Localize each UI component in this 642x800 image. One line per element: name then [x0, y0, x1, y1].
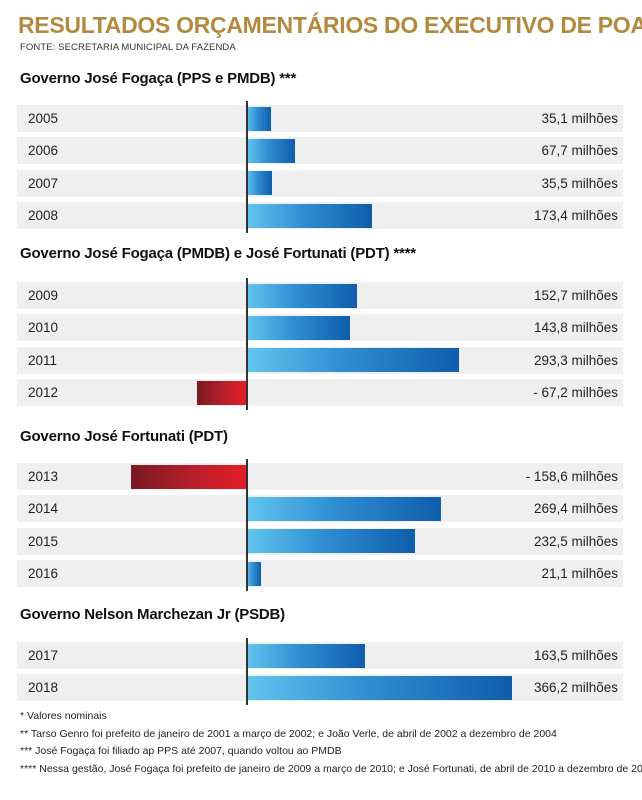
zero-axis-line	[246, 459, 248, 592]
bar-row-background	[17, 379, 623, 407]
value-label: 293,3 milhões	[533, 352, 618, 368]
bar	[246, 171, 272, 196]
year-label: 2005	[28, 111, 59, 126]
group-title: Governo Nelson Marchezan Jr (PSDB)	[20, 606, 285, 623]
footnote-3: *** José Fogaça foi filiado ap PPS até 2…	[20, 745, 342, 757]
bar-row-background	[17, 463, 623, 490]
zero-axis-line	[246, 638, 248, 706]
year-label: 2014	[28, 501, 59, 517]
year-label: 2011	[28, 352, 58, 368]
year-label: 2008	[28, 208, 59, 224]
value-label: 232,5 milhões	[533, 533, 618, 549]
bar	[246, 348, 459, 373]
bar-row-background	[17, 169, 623, 197]
value-label: - 67,2 milhões	[533, 385, 618, 401]
year-label: 2015	[28, 533, 59, 549]
chart-source: FONTE: SECRETARIA MUNICIPAL DA FAZENDA	[20, 42, 236, 53]
footnotes: * Valores nominais ** Tarso Genro foi pr…	[20, 708, 642, 778]
bar	[246, 106, 272, 131]
value-label: 163,5 milhões	[533, 648, 618, 663]
year-label: 2007	[28, 175, 59, 191]
bar	[246, 138, 296, 163]
year-label: 2006	[28, 143, 59, 159]
zero-axis-line	[246, 101, 248, 234]
value-label: - 158,6 milhões	[525, 469, 618, 484]
bar-row-background	[17, 105, 623, 132]
bar	[246, 315, 351, 340]
bar	[246, 643, 365, 668]
group-title: Governo José Fogaça (PPS e PMDB) ***	[20, 70, 297, 87]
year-label: 2010	[28, 320, 59, 336]
value-label: 173,4 milhões	[533, 208, 618, 224]
value-label: 143,8 milhões	[533, 320, 618, 336]
bar-row-background	[17, 560, 623, 588]
value-label: 35,5 milhões	[541, 175, 618, 191]
bar	[130, 464, 246, 489]
bar	[197, 380, 246, 405]
footnote-4: **** Nessa gestão, José Fogaça foi prefe…	[20, 762, 642, 775]
bar	[246, 675, 512, 700]
value-label: 67,7 milhões	[541, 143, 618, 159]
zero-axis-line	[246, 278, 248, 411]
bar-row-background	[17, 137, 623, 165]
value-label: 152,7 milhões	[533, 288, 618, 303]
value-label: 366,2 milhões	[533, 680, 618, 696]
chart-title: RESULTADOS ORÇAMENTÁRIOS DO EXECUTIVO DE…	[18, 12, 642, 38]
year-label: 2012	[28, 385, 59, 401]
bar	[246, 561, 262, 586]
year-label: 2016	[28, 566, 59, 582]
year-label: 2017	[28, 648, 59, 663]
group-title: Governo José Fogaça (PMDB) e José Fortun…	[20, 245, 416, 262]
bar	[246, 496, 442, 521]
bar	[246, 529, 415, 554]
value-label: 269,4 milhões	[533, 501, 618, 517]
footnote-2: ** Tarso Genro foi prefeito de janeiro d…	[20, 727, 557, 740]
value-label: 21,1 milhões	[541, 566, 618, 582]
value-label: 35,1 milhões	[541, 111, 618, 126]
footnote-1: * Valores nominais	[20, 710, 107, 722]
year-label: 2018	[28, 680, 59, 696]
bar	[246, 283, 357, 308]
bar	[246, 203, 372, 228]
group-title: Governo José Fortunati (PDT)	[20, 428, 228, 445]
year-label: 2009	[28, 288, 59, 303]
year-label: 2013	[28, 469, 59, 484]
